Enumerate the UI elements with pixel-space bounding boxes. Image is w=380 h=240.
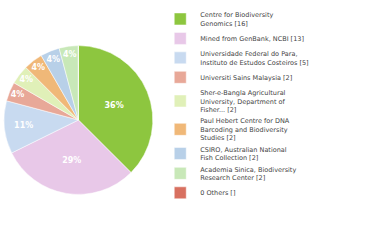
svg-text:4%: 4% [63, 50, 77, 59]
svg-text:4%: 4% [46, 55, 60, 64]
svg-text:CSIRO, Australian NationalFish: CSIRO, Australian NationalFish Collectio… [200, 146, 287, 162]
svg-text:36%: 36% [105, 101, 124, 110]
svg-text:Universidade Federal do Para,I: Universidade Federal do Para,Instituto d… [200, 50, 308, 66]
svg-text:4%: 4% [11, 90, 25, 99]
svg-text:Universiti Sains Malaysia [2]: Universiti Sains Malaysia [2] [200, 74, 292, 82]
svg-text:Mined from GenBank, NCBI [13]: Mined from GenBank, NCBI [13] [200, 35, 304, 43]
svg-text:Academia Sinica, BiodiversityR: Academia Sinica, BiodiversityResearch Ce… [200, 166, 296, 182]
svg-text:Centre for BiodiversityGenomic: Centre for BiodiversityGenomics [16] [200, 11, 273, 27]
svg-text:4%: 4% [19, 75, 33, 84]
svg-text:Sher-e-Bangla AgriculturalUniv: Sher-e-Bangla AgriculturalUniversity, De… [200, 89, 285, 114]
svg-text:4%: 4% [32, 63, 46, 72]
svg-text:Paul Hebert Centre for DNABarc: Paul Hebert Centre for DNABarcoding and … [200, 117, 290, 142]
svg-text:29%: 29% [62, 156, 81, 165]
svg-text:0 Others []: 0 Others [] [200, 189, 235, 197]
svg-text:11%: 11% [14, 121, 33, 130]
